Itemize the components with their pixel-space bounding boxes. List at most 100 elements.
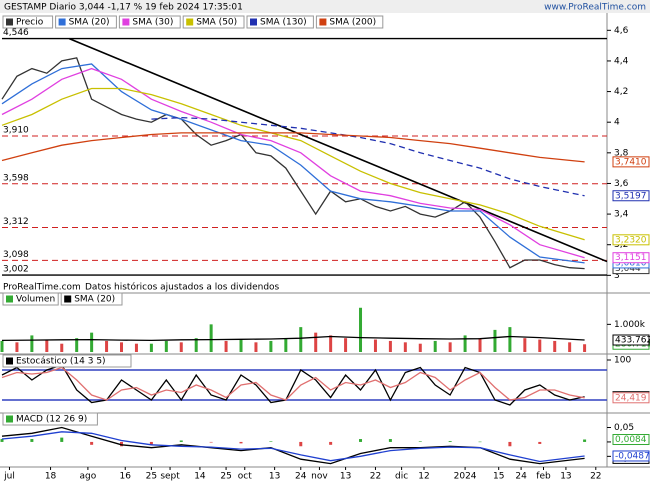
bar <box>209 324 213 352</box>
last-value-box <box>612 450 650 462</box>
last-value-label: 3,7410 <box>615 157 647 167</box>
series-line <box>1 87 585 241</box>
bar <box>583 439 587 442</box>
y-tick-label: 3,8 <box>614 148 629 158</box>
bar <box>508 441 512 447</box>
bar <box>239 441 243 444</box>
bar <box>344 338 348 352</box>
x-tick-label: dic <box>395 472 408 482</box>
bar <box>463 335 467 352</box>
bar <box>508 327 512 352</box>
bar <box>149 343 153 352</box>
series-line <box>1 63 585 264</box>
header-bar <box>0 0 650 13</box>
bar <box>284 338 288 352</box>
legend-swatch <box>186 18 194 26</box>
y-tick-label: 100 <box>614 356 631 366</box>
legend-label: Volumen <box>16 295 55 305</box>
series-line <box>1 57 585 270</box>
legend-label: Precio <box>16 18 44 28</box>
series-line <box>1 431 585 463</box>
last-value-box <box>612 334 650 346</box>
x-tick-label: oct <box>238 472 252 482</box>
bar <box>314 332 318 352</box>
x-tick-label: 12 <box>418 472 429 482</box>
y-tick-label: 3,6 <box>614 179 629 189</box>
last-value-box <box>612 392 650 404</box>
bar <box>478 441 482 443</box>
bar <box>60 343 64 352</box>
bar <box>433 340 437 352</box>
bar <box>329 441 333 445</box>
bar <box>179 440 183 442</box>
legend-label: SMA (200) <box>329 18 376 28</box>
y-tick-label: 4,2 <box>614 87 628 97</box>
last-value-label: 0,0084 <box>615 435 647 445</box>
y-tick-label: 4 <box>614 118 620 128</box>
bar <box>478 338 482 352</box>
x-tick-label: 13 <box>560 472 571 482</box>
bar <box>120 342 124 352</box>
bar <box>388 340 392 352</box>
legend-swatch <box>250 18 257 26</box>
legend-box <box>60 292 123 306</box>
x-tick-label: 22 <box>590 472 601 482</box>
bar <box>209 441 213 443</box>
legend-swatch <box>6 295 13 303</box>
bar <box>359 307 363 352</box>
y-tick-label: 3,4 <box>614 210 629 220</box>
last-value-label: 3,1151 <box>615 253 647 263</box>
bar <box>418 343 422 352</box>
series-line <box>1 364 585 406</box>
bar <box>269 441 273 442</box>
legend-swatch <box>319 18 327 26</box>
legend-swatch <box>64 295 72 303</box>
legend-label: MACD (12 26 9) <box>16 415 87 425</box>
x-tick-label: ago <box>80 472 97 482</box>
level-label: 3,312 <box>3 217 29 227</box>
y-tick-label: 4,4 <box>614 56 629 66</box>
last-value-box <box>612 190 650 202</box>
bar <box>583 344 587 352</box>
bar <box>299 327 303 352</box>
last-value-box <box>612 434 650 446</box>
bar <box>254 342 258 352</box>
bar <box>538 441 542 444</box>
legend-box <box>2 15 54 29</box>
last-value-label: 3,044 <box>615 264 641 274</box>
bar <box>60 437 64 442</box>
level-label: 3,598 <box>3 173 29 183</box>
legend-label: SMA (50) <box>196 18 237 28</box>
footer-note: Datos históricos ajustados a los dividen… <box>85 282 280 293</box>
footer-brand: ProRealTime.com <box>3 283 81 293</box>
last-value-label: 3,2320 <box>615 235 647 245</box>
x-tick-label: 24 <box>295 472 307 482</box>
bar <box>120 441 124 447</box>
x-tick-label: 13 <box>340 472 351 482</box>
legend-swatch <box>122 18 130 26</box>
legend-box <box>55 15 117 29</box>
bar <box>30 439 34 442</box>
bar <box>75 338 79 352</box>
bar <box>30 335 34 352</box>
bar <box>0 340 4 352</box>
legend-box <box>246 15 314 29</box>
bar <box>538 339 542 352</box>
legend-box <box>2 354 132 368</box>
bar <box>493 329 497 352</box>
bar <box>448 441 452 442</box>
x-tick-label: 22 <box>370 472 381 482</box>
bar <box>553 340 557 352</box>
bar <box>269 340 273 352</box>
x-tick-label: 25 <box>146 472 157 482</box>
header-site[interactable]: www.ProRealTime.com <box>544 3 646 13</box>
bar <box>45 339 49 352</box>
bar <box>403 342 407 352</box>
bar <box>0 439 4 442</box>
x-tick-label: jul <box>3 472 15 482</box>
legend-box <box>2 292 59 306</box>
bar <box>90 332 94 352</box>
y-tick-label: 3 <box>614 271 620 281</box>
bar <box>105 340 109 352</box>
